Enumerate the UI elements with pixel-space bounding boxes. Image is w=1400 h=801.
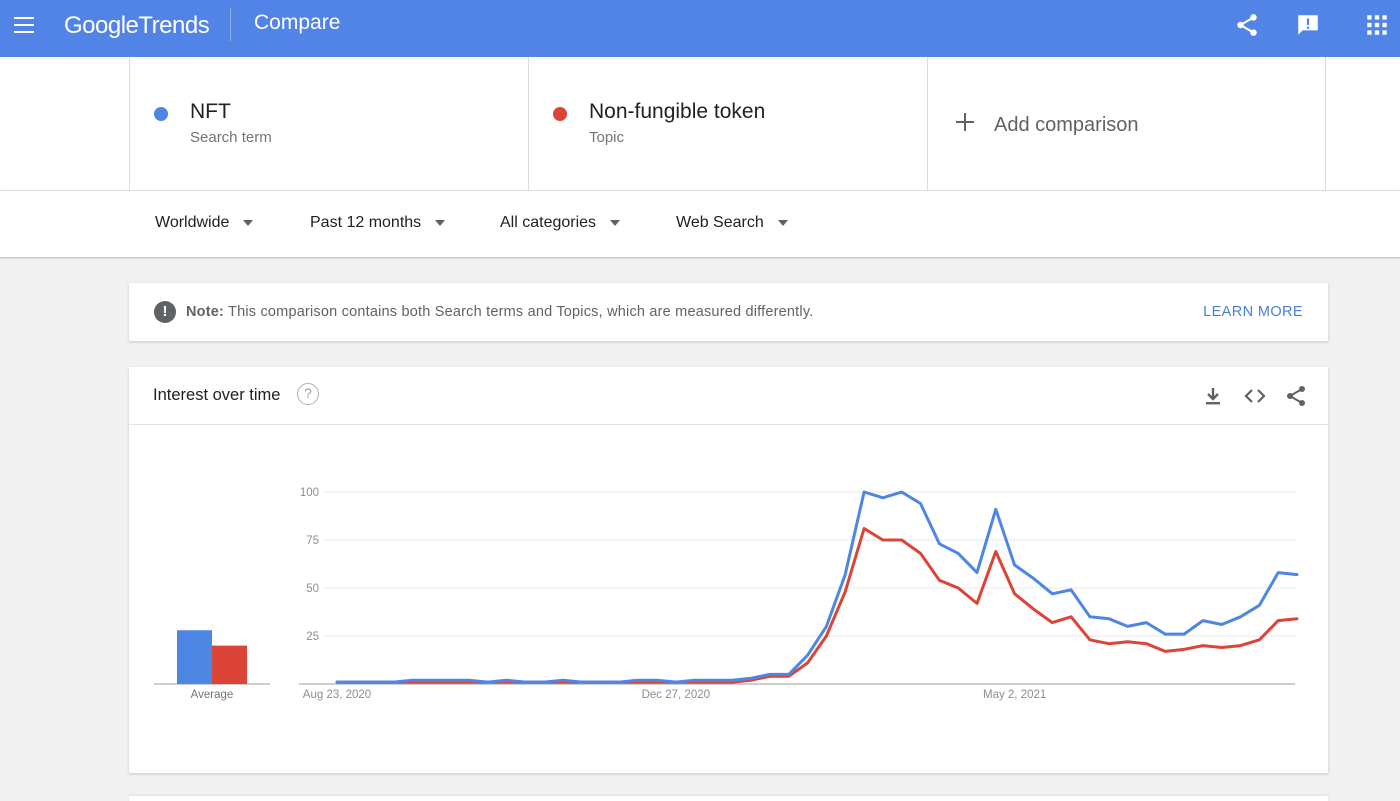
add-comparison-button[interactable]: Add comparison [927, 57, 1326, 191]
y-tick-label: 100 [300, 487, 319, 499]
next-card [129, 796, 1328, 801]
feedback-icon[interactable] [1295, 12, 1321, 38]
add-comparison-label: Add comparison [994, 114, 1139, 136]
note-message: This comparison contains both Search ter… [228, 304, 814, 320]
region-filter-label: Worldwide [155, 214, 230, 231]
help-icon[interactable]: ? [297, 383, 319, 405]
menu-icon[interactable] [12, 13, 36, 37]
note-card: ! Note: This comparison contains both Se… [129, 283, 1328, 341]
average-label: Average [191, 689, 234, 701]
term-color-dot [553, 107, 567, 121]
interest-chart[interactable]: 25 50 75 100 Aug 23, 2020 Dec 27, 2020 May 2, … [129, 425, 1328, 773]
term-name: NFT [190, 100, 231, 123]
term-card-non-fungible-token[interactable]: Non-fungible token Topic [528, 57, 927, 191]
average-bar-non-fungible-token [212, 645, 247, 684]
google-trends-logo[interactable]: GoogleTrends [64, 12, 210, 40]
card-title: Interest over time [153, 386, 281, 404]
category-filter-label: All categories [500, 214, 597, 231]
term-type: Topic [589, 129, 625, 146]
card-header: Interest over time ? [129, 367, 1328, 425]
caret-down-icon [243, 220, 254, 226]
interest-over-time-card: Interest over time ? 25 50 75 100 Aug 23, 20… [129, 367, 1328, 773]
plus-icon [954, 111, 976, 133]
search-type-filter-label: Web Search [676, 214, 764, 231]
region-filter[interactable]: Worldwide [155, 214, 254, 232]
series-line-non-fungible-token [335, 527, 1299, 684]
series-line-nft [335, 490, 1299, 684]
note-bold-label: Note: [186, 304, 225, 320]
x-tick-label: Aug 23, 2020 [303, 689, 371, 701]
x-tick-label: May 2, 2021 [983, 689, 1046, 701]
time-filter[interactable]: Past 12 months [310, 214, 446, 232]
comparison-terms: NFT Search term Non-fungible token Topic… [0, 57, 1400, 191]
embed-icon[interactable] [1243, 384, 1267, 408]
top-app-bar: GoogleTrends Compare [0, 0, 1400, 57]
logo-google-text: Google [64, 12, 139, 39]
page-title: Compare [254, 11, 341, 34]
caret-down-icon [777, 220, 788, 226]
info-exclamation-icon: ! [154, 301, 176, 323]
caret-down-icon [435, 220, 446, 226]
search-type-filter[interactable]: Web Search [676, 214, 788, 232]
time-filter-label: Past 12 months [310, 214, 422, 231]
caret-down-icon [610, 220, 621, 226]
logo-trends-text: Trends [138, 12, 210, 39]
header-divider [230, 8, 231, 41]
term-color-dot [154, 107, 168, 121]
y-tick-label: 25 [306, 631, 319, 643]
x-tick-label: Dec 27, 2020 [642, 689, 710, 701]
y-tick-label: 50 [306, 583, 319, 595]
share-icon[interactable] [1284, 384, 1308, 408]
term-type: Search term [190, 129, 272, 146]
filter-bar: Worldwide Past 12 months All categories … [0, 191, 1400, 258]
category-filter[interactable]: All categories [500, 214, 621, 232]
apps-icon[interactable] [1364, 12, 1390, 38]
term-card-nft[interactable]: NFT Search term [129, 57, 528, 191]
average-bar-nft [177, 630, 212, 684]
learn-more-link[interactable]: LEARN MORE [1203, 304, 1303, 320]
share-icon[interactable] [1234, 12, 1260, 38]
term-name: Non-fungible token [589, 100, 766, 123]
note-text: Note: This comparison contains both Sear… [186, 304, 813, 320]
download-icon[interactable] [1201, 384, 1225, 408]
y-tick-label: 75 [306, 535, 319, 547]
